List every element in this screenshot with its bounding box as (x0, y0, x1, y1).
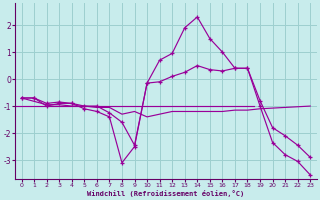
X-axis label: Windchill (Refroidissement éolien,°C): Windchill (Refroidissement éolien,°C) (87, 190, 244, 197)
